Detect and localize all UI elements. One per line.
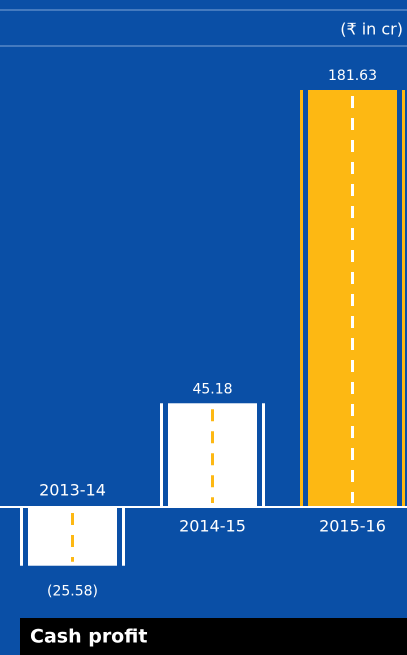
unit-label: (₹ in cr) (340, 20, 403, 39)
x-tick-label: 2014-15 (179, 517, 246, 536)
bar-edge (122, 507, 125, 566)
bar-edge (262, 403, 265, 507)
value-label: 45.18 (192, 381, 232, 397)
title-box (20, 618, 407, 655)
bar-edge (20, 507, 23, 566)
bar-edge (160, 403, 163, 507)
x-tick-label: 2015-16 (319, 517, 386, 536)
value-label: 181.63 (328, 68, 377, 84)
value-label: (25.58) (47, 584, 98, 600)
chart-title: Cash profit (30, 626, 147, 648)
bar-edge (300, 90, 303, 507)
bar-edge (402, 90, 405, 507)
x-tick-label: 2013-14 (39, 481, 106, 500)
